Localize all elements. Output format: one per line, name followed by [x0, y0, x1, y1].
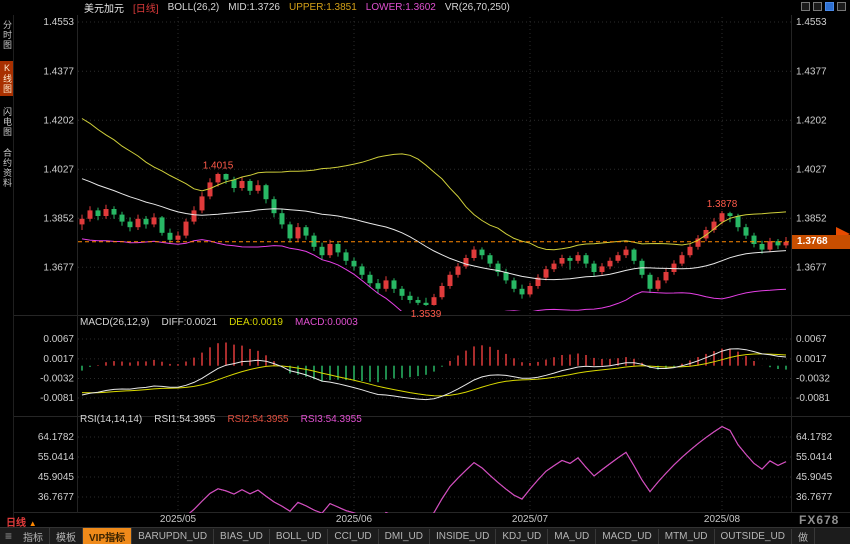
candles-layer [79, 172, 789, 306]
menu-icon[interactable]: ≡ [5, 529, 13, 543]
chart-header-bar: 美元加元 [日线] BOLL(26,2) MID:1.3726 UPPER:1.… [0, 0, 850, 15]
bottom-tab[interactable]: MACD_UD [596, 528, 659, 544]
bottom-tab[interactable]: KDJ_UD [496, 528, 549, 544]
price-annotation: 1.4015 [203, 161, 234, 172]
bottom-tab[interactable]: MA_UD [548, 528, 597, 544]
period-selector-label: 日线 [6, 518, 26, 529]
x-axis-label: 2025/07 [511, 514, 549, 525]
vr-indicator-label: VR(26,70,250) [444, 2, 510, 13]
bottom-tab[interactable]: INSIDE_UD [430, 528, 497, 544]
sidebar-item[interactable]: 合约资料 [2, 148, 12, 188]
macd-panel-header: MACD(26,12,9) DIFF:0.0021 DEA:0.0019 MAC… [80, 317, 358, 328]
sidebar-item[interactable]: 闪电图 [2, 107, 12, 137]
bottom-tab[interactable]: 指标 [17, 528, 51, 544]
rsi2-value: RSI2:54.3955 [227, 414, 289, 425]
rsi-axis-label: 45.9045 [796, 472, 833, 483]
rsi-axis-label: 45.9045 [38, 472, 75, 483]
bottom-tab[interactable]: 做 [792, 528, 815, 544]
close-icon[interactable] [837, 2, 846, 11]
symbol-name[interactable]: 美元加元 [84, 4, 124, 15]
boll-upper-value: UPPER:1.3851 [288, 2, 357, 13]
price-axis-label: 1.4027 [796, 164, 827, 175]
price-axis-label: 1.4202 [796, 115, 827, 126]
bottom-tab[interactable]: MTM_UD [659, 528, 715, 544]
price-axis-label: 1.3852 [796, 213, 827, 224]
rsi1-value: RSI1:54.3955 [154, 414, 216, 425]
rsi-axis-label: 36.7677 [38, 492, 75, 503]
boll-indicator-label: BOLL(26,2) [167, 2, 220, 13]
price-annotation: 1.3539 [411, 309, 442, 320]
rsi-axis-label: 64.1782 [796, 432, 833, 443]
rsi-axis-label: 55.0414 [38, 452, 75, 463]
sidebar-item[interactable]: K线图 [0, 61, 13, 96]
bottom-tab[interactable]: VIP指标 [83, 528, 133, 544]
bottom-tab[interactable]: BIAS_UD [214, 528, 270, 544]
x-axis-label: 2025/08 [703, 514, 741, 525]
bottom-tab[interactable]: 模板 [50, 528, 84, 544]
period-tag[interactable]: [日线] [133, 4, 159, 15]
price-annotation: 1.3878 [707, 199, 738, 210]
price-axis-label: 1.4377 [796, 66, 827, 77]
rsi-axis-label: 55.0414 [796, 452, 833, 463]
price-axis-label: 1.3677 [43, 262, 74, 273]
brand-watermark: FX678 [799, 513, 840, 527]
rsi3-value: RSI3:54.3955 [300, 414, 362, 425]
price-axis-label: 1.4553 [796, 17, 827, 28]
macd-macd-value: MACD:0.0003 [295, 317, 358, 328]
macd-axis-label: 0.0067 [796, 334, 827, 345]
layout-icon[interactable] [801, 2, 810, 11]
boll-lower-value: LOWER:1.3602 [365, 2, 436, 13]
rsi-indicator-label: RSI(14,14,14) [80, 414, 143, 425]
left-sidebar: 分时图 K线图闪电图合约资料 [0, 15, 14, 527]
bottom-tab[interactable]: OUTSIDE_UD [715, 528, 792, 544]
macd-indicator-label: MACD(26,12,9) [80, 317, 150, 328]
x-axis-row: 日线 ▲ FX678 2025/05 2025/06 2025/07 2025/08 [0, 513, 850, 529]
macd-axis-label: 0.0067 [43, 334, 74, 345]
period-selector[interactable]: 日线 ▲ [6, 514, 37, 529]
macd-axis-label: -0.0032 [796, 373, 830, 384]
price-axis-label: 1.4027 [43, 164, 74, 175]
topbar-icon-group [801, 2, 846, 11]
macd-axis-label: -0.0032 [40, 373, 74, 384]
x-axis-label: 2025/06 [335, 514, 373, 525]
price-axis-label: 1.4553 [43, 17, 74, 28]
last-price-value: 1.3768 [797, 236, 828, 247]
boll-mid-value: MID:1.3726 [228, 2, 280, 13]
macd-axis-label: -0.0081 [796, 393, 830, 404]
rsi-axis-label: 64.1782 [38, 432, 75, 443]
macd-axis-label: -0.0081 [40, 393, 74, 404]
macd-diff-value: DIFF:0.0021 [161, 317, 218, 328]
macd-axis-label: 0.0017 [796, 354, 827, 365]
sidebar-item[interactable]: 分时图 [2, 20, 12, 50]
price-axis-label: 1.4202 [43, 115, 74, 126]
last-price-badge: 1.3768 [792, 235, 850, 249]
grid-icon[interactable] [813, 2, 822, 11]
macd-axis-label: 0.0017 [43, 354, 74, 365]
bottom-tab-bar: ≡ 指标 模板 VIP指标 BARUPDN_UD BIAS_UD BOLL_UD CCI_UD… [0, 527, 850, 544]
active-view-icon[interactable] [825, 2, 834, 11]
bottom-tab[interactable]: CCI_UD [328, 528, 379, 544]
bottom-tab[interactable]: BARUPDN_UD [132, 528, 215, 544]
rsi-panel-header: RSI(14,14,14) RSI1:54.3955 RSI2:54.3955 … [80, 414, 362, 425]
price-axis-label: 1.3677 [796, 262, 827, 273]
bottom-tab[interactable]: DMI_UD [379, 528, 430, 544]
x-axis-label: 2025/05 [159, 514, 197, 525]
macd-dea-value: DEA:0.0019 [229, 317, 283, 328]
price-axis-label: 1.3852 [43, 213, 74, 224]
macd-layer [81, 342, 787, 383]
triangle-up-icon: ▲ [28, 519, 37, 528]
price-axis-label: 1.4377 [43, 66, 74, 77]
rsi-axis-label: 36.7677 [796, 492, 833, 503]
bottom-tab[interactable]: BOLL_UD [270, 528, 329, 544]
